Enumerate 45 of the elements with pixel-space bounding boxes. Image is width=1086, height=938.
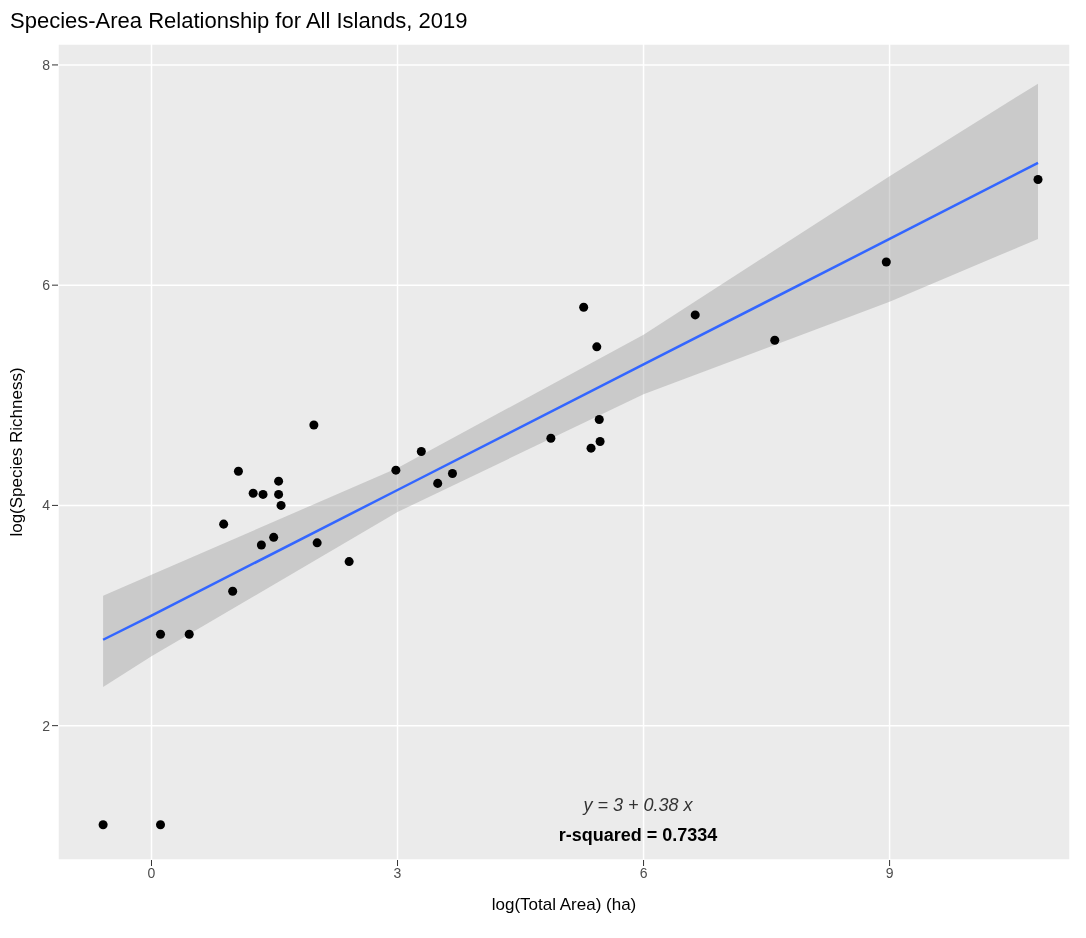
point [98, 820, 108, 830]
point [881, 257, 891, 267]
point [156, 820, 166, 830]
y-tick-label: 8 [42, 56, 51, 73]
point [579, 302, 589, 312]
point [274, 476, 284, 486]
x-tick-label: 6 [639, 864, 648, 881]
point [184, 629, 194, 639]
point [416, 446, 426, 456]
point [228, 586, 238, 596]
point [433, 478, 443, 488]
point [312, 538, 322, 548]
x-tick-label: 0 [147, 864, 156, 881]
x-tick-label: 3 [393, 864, 402, 881]
line-series [101, 161, 1040, 642]
x-tick-label: 9 [885, 864, 894, 881]
annotation: y = 3 + 0.38 x [581, 794, 694, 817]
point [274, 489, 284, 499]
point [391, 465, 401, 475]
point [690, 310, 700, 320]
y-tick-label: 6 [42, 277, 51, 294]
point [248, 488, 258, 498]
chart-title: Species-Area Relationship for All Islands, 2019 [9, 8, 469, 35]
point [219, 519, 229, 529]
point [770, 335, 780, 345]
point [546, 433, 556, 443]
point [269, 532, 279, 542]
point [276, 500, 286, 510]
point [156, 629, 166, 639]
x-axis-title: log(Total Area) (ha) [491, 895, 637, 914]
point [592, 342, 602, 352]
point [258, 489, 268, 499]
point [1033, 174, 1043, 184]
point [256, 540, 266, 550]
annotation: r-squared = 0.7334 [557, 824, 719, 847]
y-axis-title: log(Species Richness) [7, 367, 27, 537]
point [586, 443, 596, 453]
y-tick-label: 4 [42, 497, 51, 514]
point [233, 466, 243, 476]
point [594, 415, 604, 425]
point [447, 468, 457, 478]
point [344, 557, 354, 567]
point [595, 437, 605, 447]
y-tick-label: 2 [42, 717, 51, 734]
point [309, 420, 319, 430]
